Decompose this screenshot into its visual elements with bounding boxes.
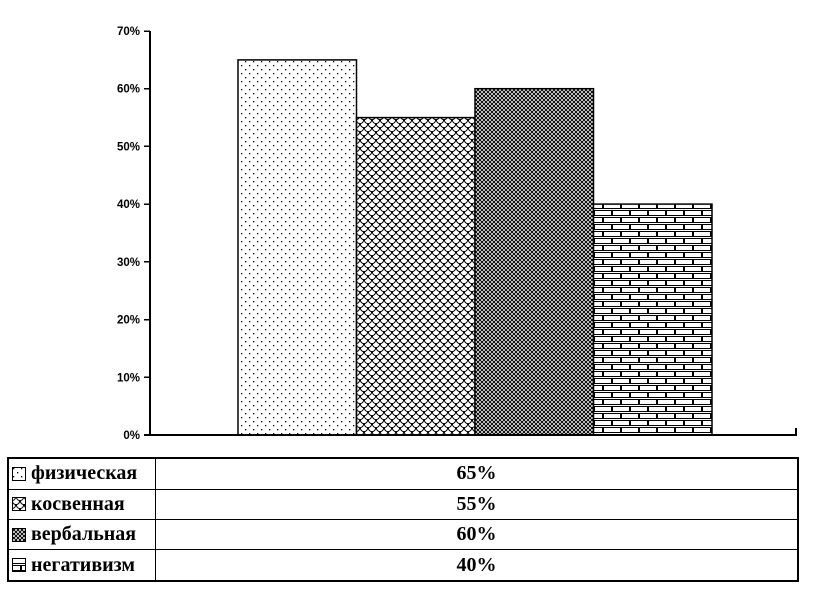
bar-chart: 0% 10% 20% 30% 40% 50% 60% 70% [117, 26, 797, 442]
y-axis-tick-label: 30% [117, 257, 140, 269]
legend-row: косвенная 55% [7, 488, 799, 520]
legend-label-cell: физическая [7, 457, 156, 490]
bar-косвенная [355, 116, 476, 436]
legend-table: физическая 65% косвенная 55% вербальная … [7, 457, 799, 582]
axes-group [144, 30, 797, 436]
bars-group [237, 59, 713, 436]
legend-label-cell: негативизм [7, 549, 156, 582]
legend-value: 40% [155, 549, 799, 582]
legend-value: 55% [155, 488, 799, 520]
legend-row: вербальная 60% [7, 518, 799, 551]
y-axis-tick-label: 0% [123, 430, 140, 442]
y-axis-tick-label: 40% [117, 199, 140, 211]
legend-row: физическая 65% [7, 457, 799, 490]
y-axis-tick-label: 20% [117, 315, 140, 327]
bar-физическая [237, 59, 358, 436]
legend-row: негативизм 40% [7, 549, 799, 582]
legend-label-cell: косвенная [7, 488, 156, 520]
bar-негативизм [592, 203, 713, 436]
y-axis-tick-label: 50% [117, 141, 140, 153]
y-axis-tick-label: 10% [117, 372, 140, 384]
y-axis-tick-label: 70% [117, 26, 140, 38]
legend-value: 60% [155, 518, 799, 551]
dots-pattern-icon [12, 466, 26, 481]
bar-вербальная [474, 87, 595, 436]
crosshatch-pattern-icon [12, 527, 26, 542]
legend-label: вербальная [31, 523, 137, 546]
legend-label: негативизм [31, 553, 136, 576]
y-axis-labels-group: 0% 10% 20% 30% 40% 50% 60% 70% [117, 26, 140, 442]
bricks-pattern-icon [12, 558, 26, 573]
legend-label: косвенная [31, 492, 125, 515]
y-axis-tick-label: 60% [117, 84, 140, 96]
legend-value: 65% [155, 457, 799, 490]
legend-label-cell: вербальная [7, 518, 156, 551]
scales-pattern-icon [12, 497, 26, 512]
legend-label: физическая [31, 462, 138, 485]
